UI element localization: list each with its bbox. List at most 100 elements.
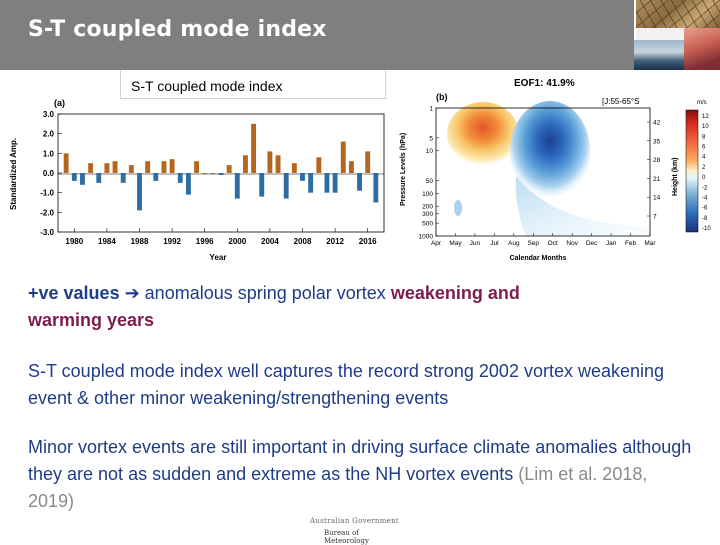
cold-anomaly-core	[510, 101, 590, 201]
panel-a-label: (a)	[54, 98, 65, 108]
bar-1998	[218, 173, 224, 175]
panel-b-eof-plot: (b) EOF1: 41.9% [J:55-65°S Pressure Leve…	[400, 78, 711, 262]
bar-1994	[185, 173, 191, 195]
bar-2016	[365, 151, 371, 173]
height-tick-label: 21	[653, 176, 661, 183]
panel-b-right-ylabel: Height (km)	[672, 158, 679, 197]
bar-2003	[259, 173, 265, 197]
positive-values-label: +ve values	[28, 283, 125, 303]
month-tick-label: Sep	[527, 240, 539, 247]
bar-2017	[373, 173, 379, 203]
panel-b-frame	[435, 107, 651, 237]
bar-1987	[128, 165, 134, 173]
bar-1992	[169, 159, 175, 173]
contour-field	[436, 101, 650, 236]
month-tick-label: Jun	[470, 240, 481, 247]
panel-a-bar-chart: (a) Standardized Amp. Year 3.0 2.0 1.0 0.0 -…	[9, 98, 385, 262]
bar-1986	[120, 173, 126, 183]
pressure-tick-label: 300	[422, 211, 433, 218]
colorbar-tick-label: 10	[702, 124, 709, 130]
pressure-tick-label: 50	[426, 178, 434, 185]
bar-1983	[96, 173, 102, 183]
slide-title: S-T coupled mode index	[28, 17, 327, 42]
colorbar-tick-label: 12	[702, 114, 709, 120]
pressure-tick-label: 500	[422, 221, 433, 228]
x-tick-label: 2004	[261, 237, 279, 246]
photo-gap	[636, 28, 684, 40]
colorbar	[685, 109, 699, 233]
pressure-tick-label: 1000	[419, 234, 434, 241]
colorbar-tick-label: -8	[702, 216, 708, 222]
arrow-right-icon: ➔	[124, 283, 140, 303]
figure-subtitle: S-T coupled mode index	[131, 78, 283, 94]
bar-2009	[308, 173, 314, 193]
bar-2002	[251, 123, 257, 173]
bar-2011	[324, 173, 330, 193]
month-tick-label: Mar	[644, 240, 656, 247]
header-photo-strip	[634, 0, 720, 70]
citation: (Lim et al. 2018, 2019)	[28, 464, 648, 511]
x-tick-label: 1980	[65, 237, 83, 246]
bar-1995	[194, 161, 199, 173]
month-tick-label: Aug	[508, 240, 520, 247]
height-tick-label: 35	[653, 138, 661, 145]
dry-soil-photo	[636, 0, 720, 28]
cold-anomaly-spot	[454, 200, 462, 216]
colorbar-tick-label: 6	[702, 145, 706, 151]
height-tick-label: 14	[653, 195, 661, 202]
bar-2008	[300, 173, 305, 181]
bullet-1-emphasis-2: warming years	[28, 310, 155, 330]
bar-1982	[88, 163, 94, 173]
bar-1979	[63, 153, 69, 173]
bullet-1-middle: anomalous spring polar vortex	[139, 283, 391, 303]
bar-1991	[161, 161, 167, 173]
bar-1997	[210, 173, 216, 174]
colorbar-unit: m/s	[697, 100, 707, 106]
panel-a-ylabel: Standardized Amp.	[9, 138, 18, 210]
colorbar-tick-label: -2	[702, 185, 708, 191]
bar-2013	[340, 141, 346, 173]
y-tick-label: -2.0	[40, 208, 54, 217]
bar-1988	[137, 173, 142, 211]
x-tick-label: 1984	[98, 237, 116, 246]
eof-title: EOF1: 41.9%	[514, 78, 575, 89]
bar-2015	[357, 173, 362, 191]
month-tick-label: Nov	[566, 240, 578, 247]
bar-2007	[291, 163, 297, 173]
month-tick-label: Jan	[606, 240, 617, 247]
y-tick-label: 0.0	[43, 169, 55, 178]
colorbar-tick-label: -10	[702, 226, 711, 232]
logo-line-2: Bureau of Meteorology	[324, 529, 369, 545]
colorbar-tick-label: 8	[702, 134, 706, 140]
y-tick-label: -1.0	[40, 189, 54, 198]
pressure-tick-label: 5	[429, 135, 433, 142]
x-tick-label: 2012	[326, 237, 344, 246]
colorbar-tick-label: 0	[702, 175, 706, 181]
colorbar-tick-label: -6	[702, 206, 708, 212]
colorbar-ticks: 12 10 8 6 4 2 0 -2 -4 -6 -8 -10	[702, 114, 711, 232]
subtitle-box: S-T coupled mode index	[120, 70, 386, 99]
sunset-sky-photo	[684, 28, 720, 70]
warm-anomaly-core	[447, 102, 519, 166]
panel-a-bars	[63, 123, 379, 211]
bar-2004	[267, 151, 273, 173]
height-tick-label: 7	[653, 214, 657, 221]
panel-b-height-ticks: 42 35 28 21 14 7	[647, 120, 661, 221]
ocean-wave-photo	[634, 40, 684, 70]
month-tick-label: Dec	[586, 240, 598, 247]
pressure-tick-label: 100	[422, 191, 433, 198]
y-tick-label: 2.0	[43, 130, 55, 139]
bar-2012	[332, 173, 338, 193]
bar-1980	[71, 173, 77, 181]
panel-a-x-ticks: 1980 1984 1988 1992 1996 2000 2004 2008 2012 2016	[65, 228, 377, 246]
bullet-3-body: Minor vortex events are still important …	[28, 437, 692, 484]
bar-1985	[112, 161, 118, 173]
x-tick-label: 2000	[228, 237, 246, 246]
x-tick-label: 1996	[196, 237, 214, 246]
panel-a-xlabel: Year	[210, 253, 227, 262]
colorbar-tick-label: 2	[702, 165, 706, 171]
bar-1981	[80, 173, 85, 185]
x-tick-label: 2008	[294, 237, 312, 246]
bullet-minor-events: Minor vortex events are still important …	[28, 434, 698, 515]
